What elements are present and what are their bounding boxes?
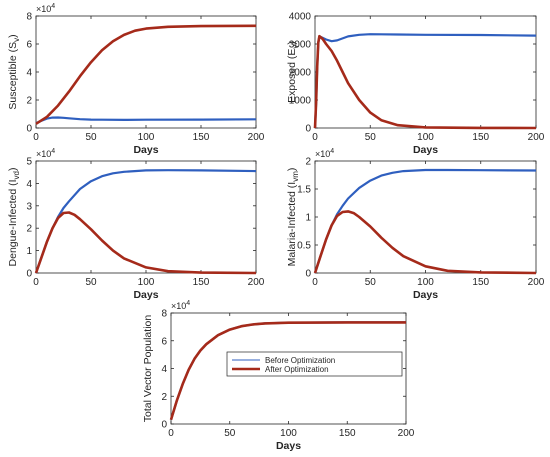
x-tick-label: 200 (398, 428, 415, 439)
x-tick-label: 50 (85, 277, 97, 288)
y-tick-label: 4000 (289, 12, 312, 23)
x-tick-label: 200 (248, 132, 265, 143)
x-tick-label: 100 (417, 277, 434, 288)
y-tick-label: 0 (26, 124, 32, 135)
x-tick-label: 100 (138, 277, 155, 288)
x-tick-label: 50 (365, 132, 377, 143)
x-tick-label: 0 (33, 277, 39, 288)
y-tick-label: 3 (26, 201, 32, 212)
x-tick-label: 200 (528, 132, 545, 143)
y-axis-label: Total Vector Population (142, 315, 154, 423)
x-axis-label: Days (133, 289, 158, 301)
x-tick-label: 100 (417, 132, 434, 143)
x-tick-label: 100 (138, 132, 155, 143)
plot-area (314, 15, 537, 129)
plot-area (314, 160, 537, 274)
x-axis-label: Days (413, 289, 438, 301)
x-tick-label: 0 (168, 428, 174, 439)
y-tick-label: 6 (161, 336, 167, 347)
plot-area (35, 160, 257, 274)
y-exponent-label: ×104 (315, 148, 334, 159)
chart-panel-3: 0 50 100 150 200 0 1 2 3 4 5 ×104 Days Dengue-Infecte… (7, 148, 265, 301)
legend-label: Before Optimization (265, 356, 335, 365)
y-tick-label: 1 (26, 246, 32, 257)
y-tick-label: 4 (26, 68, 32, 79)
y-axis-label: Exposed (Ev) (286, 41, 300, 103)
y-axis-label: Dengue-Infected (Ivd) (7, 168, 21, 267)
x-tick-label: 50 (85, 132, 97, 143)
y-tick-label: 8 (161, 309, 167, 320)
y-tick-label: 1000 (289, 96, 312, 107)
y-tick-label: 6 (26, 40, 32, 51)
y-tick-label: 2 (26, 224, 32, 235)
series-line-2 (34, 211, 257, 275)
y-tick-label: 0.5 (297, 241, 311, 252)
x-axis-label: Days (413, 144, 438, 156)
y-tick-label: 0 (305, 269, 311, 280)
y-tick-label: 0 (305, 124, 311, 135)
chart-panel-5: 0 50 100 150 200 0 2 4 6 8 ×104 Days Total Vector Po… (142, 300, 415, 452)
y-axis-label: Malaria-Infected (Ivm) (286, 168, 300, 267)
x-tick-label: 50 (224, 428, 236, 439)
x-tick-label: 100 (280, 428, 297, 439)
x-tick-label: 200 (528, 277, 545, 288)
y-tick-label: 2 (305, 157, 311, 168)
series-line-2 (169, 321, 406, 421)
y-tick-label: 2 (161, 392, 167, 403)
y-exponent-label: ×104 (171, 300, 190, 311)
y-tick-label: 2000 (289, 68, 312, 79)
y-tick-label: 0 (26, 269, 32, 280)
series-line-1 (35, 116, 257, 125)
y-tick-label: 1 (305, 213, 311, 224)
series-line-2 (313, 210, 537, 275)
x-axis-label: Days (133, 144, 158, 156)
y-tick-label: 5 (26, 157, 32, 168)
y-tick-label: 1.5 (297, 185, 311, 196)
y-tick-label: 2 (26, 96, 32, 107)
x-tick-label: 150 (472, 277, 489, 288)
legend-label: After Optimization (265, 365, 329, 374)
x-tick-label: 200 (248, 277, 265, 288)
legend-box (226, 351, 403, 377)
y-tick-label: 4 (26, 179, 32, 190)
x-tick-label: 150 (472, 132, 489, 143)
chart-panel-4: 0 50 100 150 200 0 0.5 1 1.5 2 ×104 Days Malaria-Inf… (286, 148, 545, 301)
x-axis-label: Days (276, 440, 301, 452)
chart-panel-2: 0 50 100 150 20001000200030004000DaysExposed… (286, 12, 545, 157)
x-tick-label: 0 (312, 277, 318, 288)
x-tick-label: 0 (33, 132, 39, 143)
x-tick-label: 50 (365, 277, 377, 288)
x-tick-label: 150 (193, 132, 210, 143)
y-exponent-label: ×104 (36, 3, 55, 14)
y-tick-label: 3000 (289, 40, 312, 51)
plot-area (35, 15, 257, 129)
series-line-2 (35, 24, 257, 125)
chart-panel-1: 0 50 100 150 200 0 2 4 6 8 ×104 Days Susceptible (Sv… (7, 3, 265, 156)
y-tick-label: 0 (161, 420, 167, 431)
y-tick-label: 4 (161, 364, 167, 375)
x-tick-label: 0 (312, 132, 318, 143)
y-exponent-label: ×104 (36, 148, 55, 159)
series-line-2 (313, 34, 537, 130)
y-tick-label: 8 (26, 12, 32, 23)
x-tick-label: 150 (339, 428, 356, 439)
y-axis-label: Susceptible (Sv) (7, 34, 21, 109)
x-tick-label: 150 (193, 277, 210, 288)
